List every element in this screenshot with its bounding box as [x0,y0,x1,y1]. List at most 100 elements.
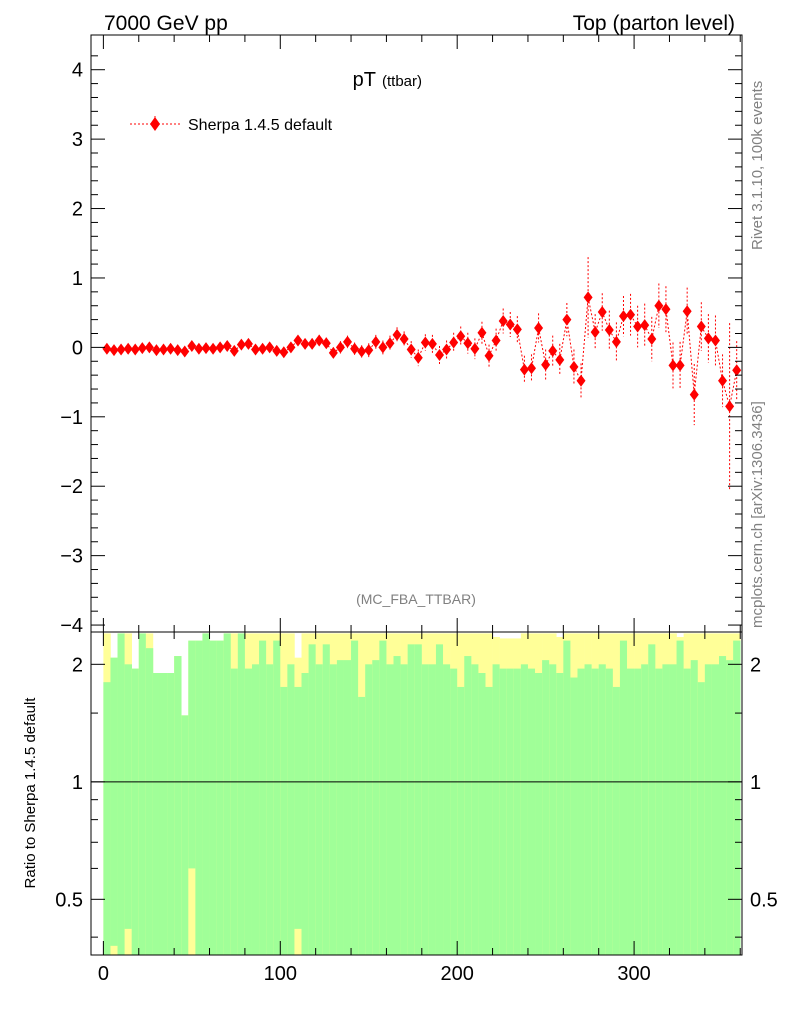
band-inner [329,664,338,955]
band-inner [627,668,635,955]
data-point [364,344,374,357]
legend-label: Sherpa 1.4.5 default [188,117,333,134]
data-point [272,344,282,357]
data-point [144,341,154,354]
data-point [413,351,423,364]
band-inner [343,660,352,955]
xtick-label: 300 [617,963,650,985]
ratio-ytick-labels: 0.5 0.5 1 1 2 2 [55,654,778,911]
legend-marker [150,117,160,131]
legend: Sherpa 1.4.5 default [130,116,333,134]
band-inner [542,660,550,955]
data-point [718,374,728,387]
data-point [484,349,494,362]
data-point [229,344,239,357]
data-point [703,332,713,345]
band-inner [719,656,727,955]
band-inner [535,673,543,955]
data-point [604,324,614,337]
data-point [583,291,593,304]
data-point [661,303,671,316]
ratio-ytick-label-right: 0.5 [750,889,778,911]
data-point [286,341,296,354]
band-inner [563,640,571,955]
data-point [725,400,735,413]
data-point [180,345,190,358]
data-point [505,318,515,331]
band-inner [400,664,408,955]
band-inner [662,664,670,955]
band-inner [273,640,281,955]
band-inner [372,660,380,955]
band-inner [159,673,168,955]
ratio-ytick-label: 0.5 [55,889,83,911]
ytick-label: −3 [60,546,83,568]
data-point [491,334,501,347]
band-inner [322,644,331,955]
band-inner [138,633,147,955]
band-inner [711,664,720,955]
data-point [526,362,536,375]
data-point [166,342,176,355]
data-point [618,310,628,323]
data-point [689,388,699,401]
band-inner [407,644,416,955]
data-point [668,359,678,372]
band-inner [669,664,677,955]
band-inner [471,664,479,955]
data-point [555,353,565,366]
band-inner [244,668,253,955]
band-inner [499,668,508,955]
band-inner [655,668,663,955]
band-inner [336,660,345,955]
data-point [442,343,452,356]
data-point [654,299,664,312]
data-point [300,337,310,350]
band-inner [478,673,486,955]
data-point [569,360,579,373]
data-point [321,337,331,350]
ratio-plot-frame [90,631,743,956]
xtick-label: 0 [98,963,109,985]
data-point [251,343,261,356]
band-inner [351,640,359,955]
band-inner [414,644,423,955]
data-point [385,337,395,350]
data-point [215,341,225,354]
band-inner [301,673,309,955]
ratio-bands [103,633,741,955]
main-ytick-labels: −4 −3 −2 −1 0 1 2 3 4 [60,60,83,637]
band-inner [152,673,161,955]
data-point [548,344,558,357]
band-inner [315,664,324,955]
band-inner [690,660,699,955]
band-inner [230,668,239,955]
header-left: 7000 GeV pp [104,12,228,35]
ratio-ytick-label: 1 [72,772,83,794]
band-inner [726,660,734,955]
band-inner [266,664,274,955]
data-point [222,339,232,352]
data-point [392,328,402,341]
ytick-label: 1 [72,268,83,290]
data-point [357,345,367,358]
band-inner [485,686,493,955]
band-inner [570,677,578,955]
data-point [236,338,246,351]
data-point [151,344,161,357]
band-inner [145,648,154,955]
band-inner [648,644,656,955]
band-inner [188,640,196,869]
data-point [371,335,381,348]
band-inner [386,664,394,955]
data-point [208,342,218,355]
data-point [399,333,409,346]
data-point [696,320,706,333]
band-inner [641,664,649,955]
data-point [477,326,487,339]
data-point [633,320,643,333]
band-inner [733,640,741,955]
band-inner [513,668,522,955]
data-point [534,321,544,334]
